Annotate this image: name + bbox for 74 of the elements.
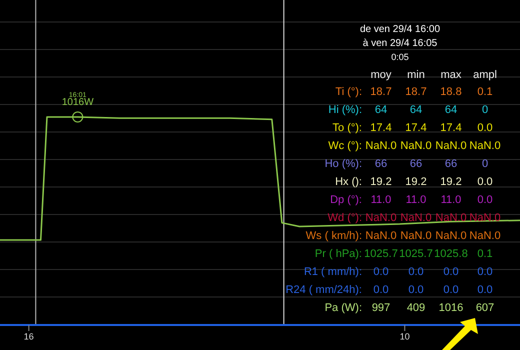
x-tick-label: 16 [24,331,34,342]
text: 0:05 [390,52,410,62]
annotation: NaN.0 [399,230,433,242]
annotation: Dp (°): [330,194,362,206]
text: max [440,69,462,81]
annotation: 66 [374,158,388,170]
x-tick-label: 10 [400,331,410,342]
text: 0.0 [476,266,494,278]
text: 1016 [438,302,464,314]
text: Ti (°): [335,86,362,98]
text: ampl [472,69,498,81]
text: de ven 29/4 16:00 [358,24,442,35]
text: R1 ( mm/h): [304,266,362,278]
annotation: NaN.0 [399,140,433,152]
text: 0.0 [442,284,460,296]
text: 0 [480,104,490,116]
text: Hi (%): [328,104,362,116]
text: Pr ( hPa): [314,248,362,260]
annotation: NaN.0 [468,140,502,152]
annotation: NaN.0 [364,140,398,152]
annotation: Hx (): [335,176,362,188]
text: min [406,69,426,81]
text: 18.7 [404,86,428,98]
annotation: NaN.0 [364,212,398,224]
text: 409 [406,302,426,314]
annotation: 11.0 [370,194,392,206]
annotation: 11.0 [440,194,462,206]
text: 0.0 [407,284,425,296]
text: 0.0 [407,266,425,278]
text: Pa (W): [324,302,362,314]
annotation: 17.4 [404,122,428,134]
text: 997 [370,302,392,314]
text: R24 ( mm/24h): [286,284,362,296]
annotation: 66 [444,158,458,170]
text: 0.1 [477,248,493,260]
annotation: 0.0 [476,122,494,134]
annotation: 0.0 [476,194,494,206]
text: 1025.7 [363,248,399,260]
annotation: 17.4 [439,122,463,134]
annotation: NaN.0 [434,230,468,242]
text: 64 [408,104,424,116]
text: moy [370,69,392,81]
annotation: NaN.0 [399,212,433,224]
annotation: To (°): [332,122,362,134]
text: 18.7 [369,86,393,98]
annotation: 66 [408,158,424,170]
text: 1025.8 [433,248,469,260]
annotation: 11.0 [404,194,428,206]
text: 18.8 [439,86,463,98]
annotation: 19.2 [404,176,428,188]
annotation: NaN.0 [434,140,468,152]
text: 0.0 [372,284,390,296]
annotation: NaN.0 [364,230,398,242]
annotation: 19.2 [439,176,463,188]
annotation: 1016W [62,96,94,108]
annotation: 0.0 [476,176,494,188]
text: 0.0 [476,284,494,296]
annotation: 19.2 [369,176,393,188]
annotation: NaN.0 [434,212,468,224]
annotation: Wc (°): [328,140,362,152]
text: 1025.7 [398,248,434,260]
text: 0.0 [442,266,460,278]
annotation: Ho (%): [324,158,362,170]
text: à ven 29/4 16:05 [362,38,438,49]
annotation: Ws ( km/h): [306,230,362,242]
text: 64 [374,104,388,116]
annotation: NaN.0 [468,230,502,242]
annotation: 0 [480,158,490,170]
annotation: Wd (°): [328,212,362,224]
text: 607 [474,302,496,314]
text: 64 [444,104,458,116]
text: 0.1 [476,86,494,98]
annotation: 17.4 [369,122,393,134]
text: 0.0 [372,266,390,278]
